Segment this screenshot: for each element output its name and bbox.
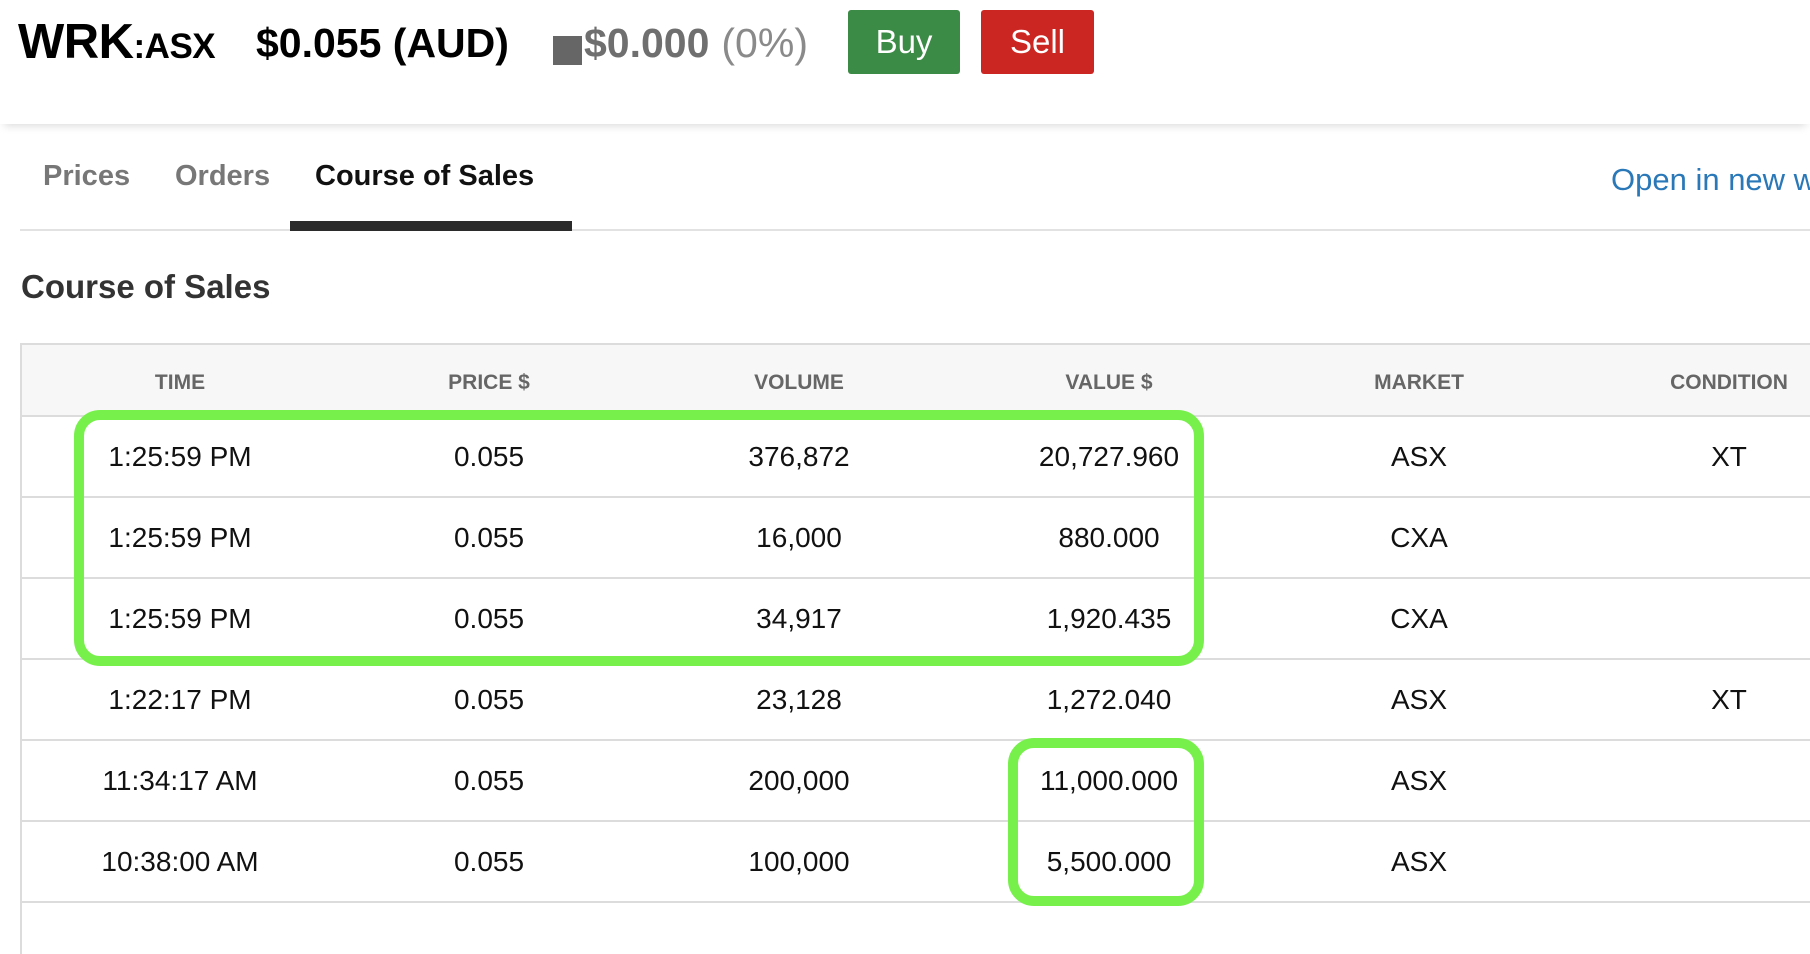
cell-market: CXA [1390,603,1448,634]
cell-price: 0.055 [453,684,525,715]
quote-header: WRK:ASX $0.055 (AUD) $0.000 (0%) Buy Sel… [0,0,1810,124]
tab-course-of-sales[interactable]: Course of Sales [315,160,535,192]
table-row: 1:25:59 PM 0.055 376,872 20,727.960 ASX … [22,417,1810,498]
no-change-icon [553,35,582,65]
cell-condition: XT [1711,441,1747,472]
column-header-volume[interactable]: VOLUME [754,371,844,394]
cell-value: 5,500.000 [1046,846,1172,877]
cell-price: 0.055 [453,846,525,877]
active-tab-indicator [290,221,572,231]
buy-button[interactable]: Buy [848,10,960,74]
cell-market: ASX [1390,684,1448,715]
cell-value: 20,727.960 [1038,441,1180,472]
cell-volume: 34,917 [756,603,842,634]
table-row: 10:38:00 AM 0.055 100,000 5,500.000 ASX [22,822,1810,903]
cell-price: 0.055 [453,441,525,472]
cell-time: 1:22:17 PM [108,684,252,715]
last-price: $0.055 (AUD) [256,20,509,66]
cell-price: 0.055 [453,522,525,553]
cell-time: 1:25:59 PM [108,522,252,553]
cell-price: 0.055 [453,603,525,634]
open-in-new-window-link[interactable]: Open in new w [1611,162,1810,197]
cell-volume: 23,128 [756,684,842,715]
exchange-code: :ASX [133,27,216,66]
cell-market: ASX [1390,846,1448,877]
cell-value: 1,920.435 [1046,603,1172,634]
cell-value: 1,272.040 [1046,684,1172,715]
cell-volume: 16,000 [756,522,842,553]
table-row: 1:25:59 PM 0.055 34,917 1,920.435 CXA [22,579,1810,660]
table-row: 11:34:17 AM 0.055 200,000 11,000.000 ASX [22,741,1810,822]
cell-market: CXA [1390,522,1448,553]
column-header-market[interactable]: MARKET [1374,371,1464,394]
column-header-value[interactable]: VALUE $ [1065,371,1153,394]
column-header-time[interactable]: TIME [154,371,206,394]
course-of-sales-table: TIME PRICE $ VOLUME VALUE $ MARKET CONDI… [20,343,1810,954]
symbol-code: WRK [18,15,134,69]
table-row: 1:25:59 PM 0.055 16,000 880.000 CXA [22,498,1810,579]
tab-bar: Prices Orders Course of Sales Open in ne… [20,140,1810,231]
price-change: $0.000 (0%) [553,20,808,67]
cell-market: ASX [1390,441,1448,472]
change-value: $0.000 [584,20,710,66]
cell-time: 11:34:17 AM [102,765,258,796]
cell-price: 0.055 [453,765,525,796]
ticker-symbol: WRK:ASX [18,14,216,70]
cell-condition: XT [1711,684,1747,715]
cell-time: 1:25:59 PM [108,603,252,634]
table-row: 1:22:17 PM 0.055 23,128 1,272.040 ASX XT [22,660,1810,741]
column-header-price[interactable]: PRICE $ [448,371,530,394]
change-percent: (0%) [721,20,808,66]
section-title: Course of Sales [21,268,271,305]
cell-value: 11,000.000 [1039,765,1179,796]
cell-time: 1:25:59 PM [108,441,252,472]
sell-button[interactable]: Sell [981,10,1094,74]
tab-prices[interactable]: Prices [43,160,131,192]
cell-volume: 100,000 [748,846,850,877]
cell-value: 880.000 [1058,522,1160,553]
table-header: TIME PRICE $ VOLUME VALUE $ MARKET CONDI… [22,345,1810,417]
column-header-condition[interactable]: CONDITION [1670,371,1788,394]
cell-volume: 376,872 [748,441,850,472]
cell-market: ASX [1390,765,1448,796]
cell-time: 10:38:00 AM [101,846,259,877]
tab-orders[interactable]: Orders [175,160,271,192]
cell-volume: 200,000 [748,765,850,796]
